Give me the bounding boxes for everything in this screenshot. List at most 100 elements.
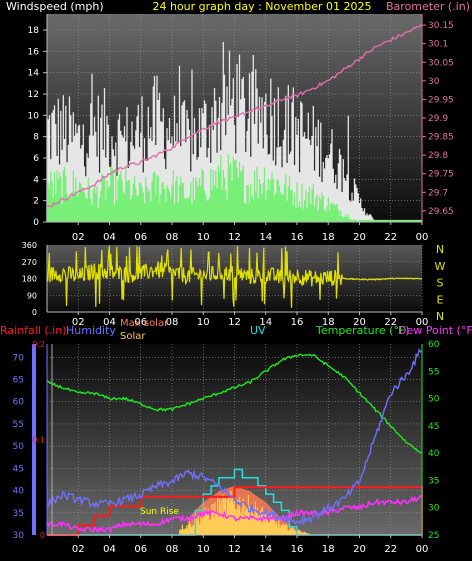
compass-tick-label: W	[435, 260, 446, 273]
x-tick-label: 00	[416, 317, 429, 328]
x-tick-label: 10	[197, 232, 210, 243]
temperature-series	[46, 353, 423, 454]
x-tick-label: 02	[72, 544, 85, 555]
direction-tick-label: 180	[22, 275, 37, 284]
temperature-tick-label: 25	[428, 531, 439, 541]
x-tick-label: 18	[322, 317, 335, 328]
header-title: 24 hour graph day : November 01 2025	[152, 0, 371, 13]
direction-tick-label: 90	[27, 291, 37, 300]
temperature-tick-label: 50	[428, 395, 440, 405]
humidity-tick-label: 70	[13, 353, 25, 363]
legend-solar: Solar	[120, 331, 146, 342]
x-tick-label: 12	[228, 232, 241, 243]
compass-tick-label: N	[436, 243, 444, 256]
x-tick-label: 14	[259, 232, 272, 243]
x-tick-label: 12	[228, 544, 241, 555]
barometer-tick-label: 29.8	[428, 151, 448, 161]
barometer-tick-label: 30.1	[428, 40, 448, 50]
x-tick-label: 10	[197, 544, 210, 555]
humidity-tick-label: 60	[13, 398, 25, 408]
legend-max-solar: Max solar	[120, 318, 169, 329]
barometer-tick-label: 30	[428, 77, 440, 87]
legend-rainfall: Rainfall (.in)	[0, 324, 67, 337]
wind-y-tick-label: 4	[33, 175, 39, 185]
direction-tick-label: 0	[32, 308, 37, 317]
wind-y-tick-label: 10	[28, 111, 40, 121]
wind-y-tick-label: 16	[28, 47, 40, 57]
humidity-series	[46, 348, 423, 526]
legend-uv: UV	[250, 324, 266, 337]
x-tick-label: 12	[228, 317, 241, 328]
barometer-series	[46, 23, 423, 208]
x-tick-label: 08	[166, 544, 179, 555]
dew-point-series	[46, 494, 423, 535]
temperature-tick-label: 45	[428, 422, 439, 432]
humidity-tick-label: 55	[13, 420, 24, 430]
wind-y-tick-label: 14	[28, 69, 40, 79]
direction-tick-label: 270	[22, 258, 37, 267]
x-tick-label: 10	[197, 317, 210, 328]
rain-tick-label: 0.2	[32, 340, 45, 349]
x-tick-label: 18	[322, 544, 335, 555]
barometer-tick-label: 30.05	[428, 58, 454, 68]
x-tick-label: 06	[134, 544, 147, 555]
direction-tick-label: 360	[22, 241, 37, 250]
x-tick-label: 06	[134, 232, 147, 243]
temperature-tick-label: 40	[428, 449, 440, 459]
sunrise-label: Sun Rise	[140, 507, 179, 517]
legend-humidity: Humidity	[66, 324, 116, 337]
x-tick-label: 18	[322, 232, 335, 243]
wind-y-tick-label: 6	[33, 154, 39, 164]
x-tick-label: 22	[384, 232, 397, 243]
compass-tick-label: N	[436, 310, 444, 323]
x-tick-label: 00	[416, 232, 429, 243]
x-tick-label: 14	[259, 317, 272, 328]
x-tick-label: 22	[384, 317, 397, 328]
temperature-tick-label: 55	[428, 367, 439, 377]
temperature-tick-label: 35	[428, 476, 439, 486]
x-tick-label: 14	[259, 544, 272, 555]
x-tick-label: 02	[72, 232, 85, 243]
barometer-tick-label: 29.95	[428, 95, 454, 105]
barometer-tick-label: 30.15	[428, 21, 454, 31]
humidity-tick-label: 30	[13, 531, 25, 541]
rain-tick-label: 0	[40, 531, 45, 540]
barometer-tick-label: 29.9	[428, 114, 448, 124]
humidity-tick-label: 50	[13, 442, 25, 452]
x-tick-label: 22	[384, 544, 397, 555]
rain-tick-label: 0.1	[32, 436, 45, 445]
header-windspeed-label: Windspeed (mph)	[6, 0, 104, 13]
temperature-tick-label: 30	[428, 504, 440, 514]
barometer-tick-label: 29.65	[428, 207, 454, 217]
compass-tick-label: E	[437, 293, 444, 306]
humidity-tick-label: 65	[13, 376, 24, 386]
x-tick-label: 04	[103, 317, 116, 328]
x-tick-label: 06	[134, 317, 147, 328]
barometer-tick-label: 29.85	[428, 133, 454, 143]
x-tick-label: 00	[416, 544, 429, 555]
humidity-tick-label: 35	[13, 509, 24, 519]
temperature-tick-label: 60	[428, 340, 440, 350]
x-tick-label: 08	[166, 232, 179, 243]
legend-dew-point: Dew Point (°F)	[398, 324, 472, 337]
compass-tick-label: S	[437, 277, 444, 290]
humidity-tick-label: 45	[13, 464, 24, 474]
wind-y-tick-label: 0	[33, 218, 39, 228]
rainfall-series	[47, 486, 423, 536]
wind-y-tick-label: 18	[28, 26, 40, 36]
x-tick-label: 04	[103, 544, 116, 555]
wind-y-tick-label: 2	[33, 197, 39, 207]
x-tick-label: 20	[353, 317, 366, 328]
wind-direction-series	[46, 245, 423, 308]
legend-temperature: Temperature (°F)	[315, 324, 410, 337]
humidity-tick-label: 40	[13, 487, 25, 497]
x-tick-label: 16	[291, 317, 304, 328]
x-tick-label: 02	[72, 317, 85, 328]
header-barometer-label: Barometer (.in)	[386, 0, 470, 13]
x-tick-label: 20	[353, 544, 366, 555]
x-tick-label: 20	[353, 232, 366, 243]
x-tick-label: 16	[291, 544, 304, 555]
x-tick-label: 08	[166, 317, 179, 328]
